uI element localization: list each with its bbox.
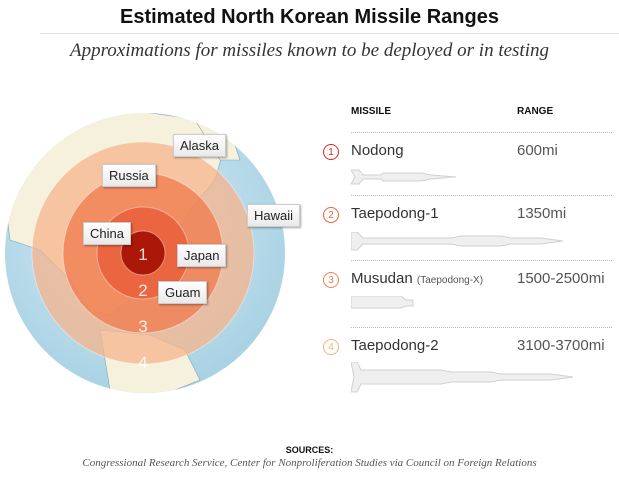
- label-russia: Russia: [102, 164, 156, 187]
- missile-number-badge: 3: [323, 272, 339, 288]
- ring-numbers: 1 2 3 4: [138, 245, 147, 372]
- label-japan: Japan: [177, 244, 227, 267]
- sources-text: Congressional Research Service, Center f…: [82, 457, 537, 469]
- title-divider: [40, 33, 619, 34]
- missile-range: 1500-2500mi: [517, 270, 605, 287]
- missile-name: Taepodong-1: [351, 205, 439, 222]
- header-range: RANGE: [517, 106, 554, 117]
- row-divider: [351, 132, 612, 133]
- missile-name: Nodong: [351, 142, 404, 159]
- missile-name-text: Nodong: [351, 142, 404, 159]
- row-divider: [351, 327, 612, 328]
- range-map-globe: 1 2 3 4: [5, 113, 285, 393]
- missile-number-badge: 4: [323, 339, 339, 355]
- missile-name-text: Taepodong-1: [351, 205, 439, 222]
- missile-silhouette: [351, 362, 574, 393]
- label-guam: Guam: [158, 281, 208, 304]
- missile-name: Taepodong-2: [351, 337, 439, 354]
- page-title: Estimated North Korean Missile Ranges: [120, 6, 499, 28]
- missile-name-text: Taepodong-2: [351, 337, 439, 354]
- ring-number-4: 4: [138, 353, 147, 372]
- row-divider: [351, 195, 612, 196]
- missile-alias: (Taepodong-X): [416, 275, 484, 286]
- missile-range: 1350mi: [517, 205, 567, 222]
- label-alaska: Alaska: [173, 134, 227, 157]
- missile-name: Musudan (Taepodong-X): [351, 270, 483, 287]
- label-hawaii: Hawaii: [247, 204, 301, 227]
- header-missile: MISSILE: [351, 106, 392, 117]
- missile-silhouette: [351, 296, 414, 309]
- subtitle: Approximations for missiles known to be …: [69, 40, 549, 61]
- ring-number-1: 1: [138, 245, 147, 264]
- label-china: China: [83, 222, 131, 245]
- missile-range: 600mi: [517, 142, 558, 159]
- missile-range: 3100-3700mi: [517, 337, 605, 354]
- missile-silhouette: [351, 232, 564, 251]
- ring-number-2: 2: [138, 281, 147, 300]
- range-ring-1: [120, 230, 166, 276]
- missile-name-text: Musudan: [351, 270, 413, 287]
- sources-heading: SOURCES:: [285, 445, 334, 455]
- missile-silhouette: [351, 169, 457, 185]
- missile-number-badge: 1: [323, 144, 339, 160]
- row-divider: [351, 260, 612, 261]
- ring-number-3: 3: [138, 317, 147, 336]
- missile-number-badge: 2: [323, 207, 339, 223]
